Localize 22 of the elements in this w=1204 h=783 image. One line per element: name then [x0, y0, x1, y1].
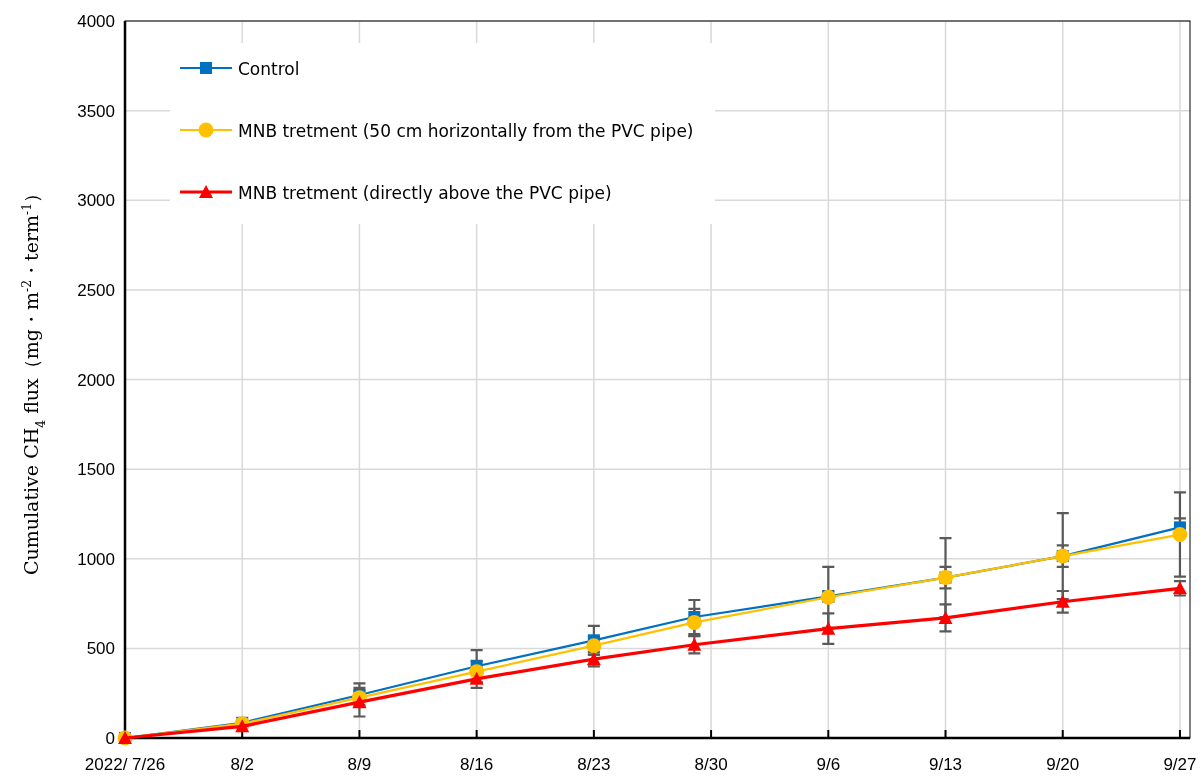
- x-tick-label: 2022/ 7/26: [84, 755, 166, 774]
- x-tick-label: 9/13: [928, 755, 963, 774]
- x-tick-label: 8/16: [460, 755, 494, 774]
- y-tick-label: 3500: [77, 101, 115, 121]
- x-tick-label: 9/6: [816, 755, 841, 774]
- y-tick-label: 500: [86, 639, 115, 659]
- x-tick-label: 9/27: [1163, 755, 1197, 774]
- legend-label: Control: [238, 59, 300, 79]
- y-tick-label: 1000: [77, 549, 115, 569]
- y-tick-label: 1500: [77, 460, 115, 480]
- y-tick-label: 3000: [77, 191, 115, 211]
- x-tick-label: 8/9: [347, 755, 372, 774]
- x-tick-label: 9/20: [1046, 755, 1080, 774]
- y-tick-label: 4000: [77, 12, 115, 31]
- legend-label: MNB tretment (directly above the PVC pipe): [238, 183, 612, 203]
- y-tick-label: 2000: [77, 370, 115, 390]
- x-tick-label: 8/30: [694, 755, 728, 774]
- y-tick-label: 2500: [77, 280, 115, 300]
- legend-label: MNB tretment (50 cm horizontally from the PVC pipe): [238, 121, 694, 141]
- y-tick-label: 0: [105, 729, 115, 748]
- x-tick-label: 8/23: [577, 755, 611, 774]
- x-tick-label: 8/2: [230, 755, 255, 774]
